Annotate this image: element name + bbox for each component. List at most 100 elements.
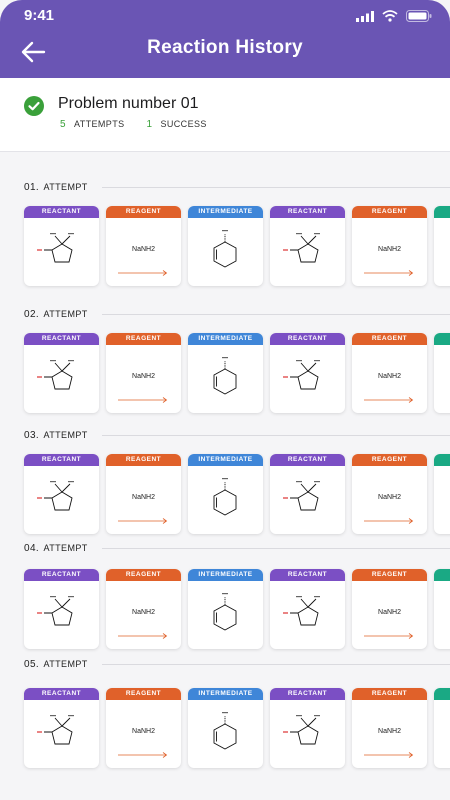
attempts-list: 01. ATTEMPT REACTANT REAGENT NaNH2 INTERM… xyxy=(0,152,450,800)
attempt-number: 02. xyxy=(24,309,40,320)
intermediate-molecule-icon xyxy=(213,712,237,750)
reactant-card[interactable]: REACTANT xyxy=(270,569,345,649)
reactant-molecule-icon xyxy=(283,596,320,626)
reactant-chip: REACTANT xyxy=(270,206,345,218)
reagent-chip: REAGENT xyxy=(106,569,181,581)
reactant-molecule-icon xyxy=(37,715,74,745)
intermediate-card[interactable]: INTERMEDIATE xyxy=(188,688,263,768)
reagent-card[interactable]: REAGENT NaNH2 xyxy=(106,333,181,413)
nav-bar: Reaction History xyxy=(0,32,450,72)
reactant-molecule-icon xyxy=(37,360,74,390)
intermediate-molecule-icon xyxy=(213,230,237,268)
attempt-text: ATTEMPT xyxy=(43,182,88,192)
attempt-text: ATTEMPT xyxy=(43,430,88,440)
reaction-steps: REACTANT REAGENT NaNH2 INTERMEDIATE REACT… xyxy=(24,569,450,669)
reactant-card[interactable]: REACTANT xyxy=(270,333,345,413)
intermediate-card[interactable]: INTERMEDIATE xyxy=(188,569,263,649)
reactant-card[interactable]: REACTANT xyxy=(270,206,345,286)
problem-summary: Problem number 01 5 ATTEMPTS 1 SUCCESS xyxy=(0,78,450,152)
reactant-chip: REACTANT xyxy=(270,569,345,581)
intermediate-chip: INTERMEDIATE xyxy=(188,454,263,466)
reactant-molecule-icon xyxy=(283,233,320,263)
app-header: 9:41 Reaction History xyxy=(0,0,450,78)
reaction-arrow-icon xyxy=(118,633,168,639)
status-time: 9:41 xyxy=(24,7,55,24)
reaction-arrow-icon xyxy=(364,752,414,758)
intermediate-card[interactable]: INTERMEDIATE xyxy=(188,454,263,534)
reagent-card[interactable]: REAGENT NaNH2 xyxy=(352,333,427,413)
reagent-chip: REAGENT xyxy=(352,206,427,218)
attempt-row: 04. ATTEMPT REACTANT REAGENT NaNH2 INTERM… xyxy=(24,543,450,663)
reaction-arrow-icon xyxy=(364,270,414,276)
attempt-number: 05. xyxy=(24,659,40,670)
attempt-text: ATTEMPT xyxy=(43,659,88,669)
reaction-arrow-icon xyxy=(118,270,168,276)
reagent-card[interactable]: REAGENT NaNH2 xyxy=(106,454,181,534)
attempts-count: 5 xyxy=(60,119,66,130)
reagent-chip: REAGENT xyxy=(106,206,181,218)
reactant-molecule-icon xyxy=(283,360,320,390)
product-card[interactable]: PR xyxy=(434,333,450,413)
reaction-arrow-icon xyxy=(118,397,168,403)
product-card[interactable]: PR xyxy=(434,206,450,286)
reactant-molecule-icon xyxy=(37,481,74,511)
reagent-name: NaNH2 xyxy=(378,246,401,253)
status-bar: 9:41 xyxy=(0,0,450,32)
reagent-card[interactable]: REAGENT NaNH2 xyxy=(352,206,427,286)
reactant-card[interactable]: REACTANT xyxy=(24,454,99,534)
product-card[interactable]: PR xyxy=(434,454,450,534)
reagent-card[interactable]: REAGENT NaNH2 xyxy=(106,206,181,286)
problem-title: Problem number 01 xyxy=(58,95,199,112)
reaction-steps: REACTANT REAGENT NaNH2 INTERMEDIATE REACT… xyxy=(24,688,450,788)
signal-icon xyxy=(356,10,374,22)
reactant-chip: REACTANT xyxy=(24,333,99,345)
reactant-card[interactable]: REACTANT xyxy=(24,333,99,413)
attempt-number: 04. xyxy=(24,543,40,554)
reagent-chip: REAGENT xyxy=(352,454,427,466)
back-arrow-icon[interactable] xyxy=(18,36,50,68)
reaction-arrow-icon xyxy=(364,633,414,639)
intermediate-card[interactable]: INTERMEDIATE xyxy=(188,333,263,413)
reagent-card[interactable]: REAGENT NaNH2 xyxy=(352,569,427,649)
product-chip: PR xyxy=(434,206,450,218)
reactant-card[interactable]: REACTANT xyxy=(270,688,345,768)
reactant-card[interactable]: REACTANT xyxy=(24,688,99,768)
reagent-name: NaNH2 xyxy=(378,373,401,380)
reagent-chip: REAGENT xyxy=(106,688,181,700)
product-chip: PR xyxy=(434,688,450,700)
reagent-chip: REAGENT xyxy=(106,333,181,345)
reagent-name: NaNH2 xyxy=(132,609,155,616)
divider xyxy=(102,435,450,436)
product-card[interactable]: PR xyxy=(434,569,450,649)
reactant-chip: REACTANT xyxy=(270,333,345,345)
intermediate-card[interactable]: INTERMEDIATE xyxy=(188,206,263,286)
reagent-card[interactable]: REAGENT NaNH2 xyxy=(352,688,427,768)
reagent-chip: REAGENT xyxy=(352,569,427,581)
reactant-molecule-icon xyxy=(283,481,320,511)
reactant-chip: REACTANT xyxy=(270,688,345,700)
reaction-steps: REACTANT REAGENT NaNH2 INTERMEDIATE REACT… xyxy=(24,333,450,433)
reactant-card[interactable]: REACTANT xyxy=(24,569,99,649)
intermediate-chip: INTERMEDIATE xyxy=(188,569,263,581)
reagent-card[interactable]: REAGENT NaNH2 xyxy=(352,454,427,534)
attempt-row: 03. ATTEMPT REACTANT REAGENT NaNH2 INTERM… xyxy=(24,430,450,550)
reagent-card[interactable]: REAGENT NaNH2 xyxy=(106,688,181,768)
reagent-card[interactable]: REAGENT NaNH2 xyxy=(106,569,181,649)
reagent-name: NaNH2 xyxy=(132,494,155,501)
reactant-molecule-icon xyxy=(283,715,320,745)
reagent-name: NaNH2 xyxy=(378,728,401,735)
product-card[interactable]: PR xyxy=(434,688,450,768)
intermediate-molecule-icon xyxy=(213,478,237,516)
divider xyxy=(102,314,450,315)
reactant-chip: REACTANT xyxy=(24,454,99,466)
reactant-card[interactable]: REACTANT xyxy=(24,206,99,286)
check-circle-icon xyxy=(24,96,44,116)
reaction-arrow-icon xyxy=(364,518,414,524)
attempt-label: 02. ATTEMPT xyxy=(24,309,88,320)
product-chip: PR xyxy=(434,333,450,345)
attempt-text: ATTEMPT xyxy=(43,543,88,553)
attempts-label: ATTEMPTS xyxy=(73,119,125,129)
reactant-card[interactable]: REACTANT xyxy=(270,454,345,534)
intermediate-chip: INTERMEDIATE xyxy=(188,333,263,345)
reagent-name: NaNH2 xyxy=(132,246,155,253)
